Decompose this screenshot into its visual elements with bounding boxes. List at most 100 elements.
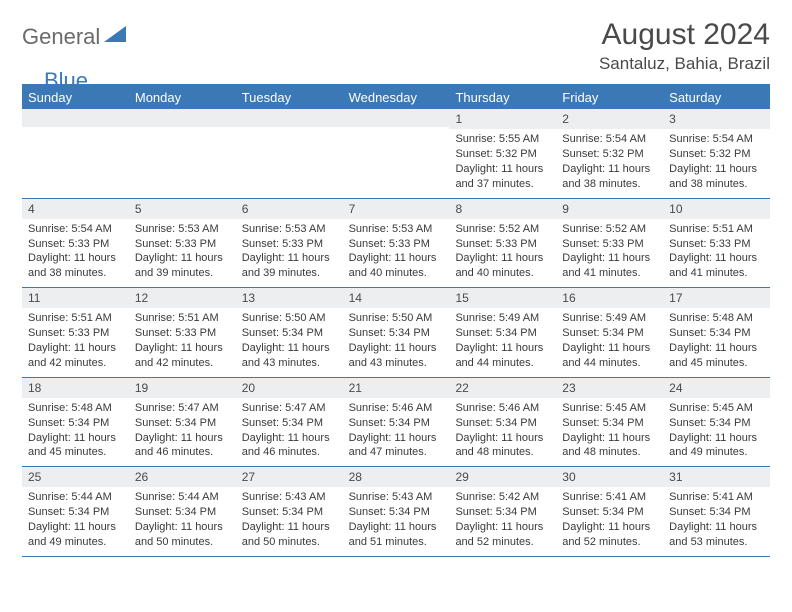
day-cell: 27Sunrise: 5:43 AMSunset: 5:34 PMDayligh…	[236, 467, 343, 556]
day-line: Sunset: 5:34 PM	[28, 505, 123, 520]
day-line: Sunrise: 5:44 AM	[135, 490, 230, 505]
day-number: 2	[556, 109, 663, 129]
day-line: Sunrise: 5:53 AM	[135, 222, 230, 237]
day-line: Daylight: 11 hours	[669, 520, 764, 535]
day-line: Daylight: 11 hours	[349, 341, 444, 356]
day-number: 12	[129, 288, 236, 308]
day-number	[22, 109, 129, 127]
day-line: Daylight: 11 hours	[349, 251, 444, 266]
day-number: 7	[343, 199, 450, 219]
day-body: Sunrise: 5:53 AMSunset: 5:33 PMDaylight:…	[343, 219, 450, 287]
day-line: Sunset: 5:34 PM	[349, 505, 444, 520]
day-line: Daylight: 11 hours	[455, 251, 550, 266]
day-line: Sunrise: 5:49 AM	[455, 311, 550, 326]
day-cell	[129, 109, 236, 198]
day-line: Sunrise: 5:51 AM	[135, 311, 230, 326]
day-line: Sunrise: 5:47 AM	[135, 401, 230, 416]
day-line: Sunrise: 5:52 AM	[455, 222, 550, 237]
dow-friday: Friday	[556, 86, 663, 109]
day-line: Sunrise: 5:53 AM	[349, 222, 444, 237]
day-cell: 18Sunrise: 5:48 AMSunset: 5:34 PMDayligh…	[22, 378, 129, 467]
dow-wednesday: Wednesday	[343, 86, 450, 109]
day-body: Sunrise: 5:47 AMSunset: 5:34 PMDaylight:…	[129, 398, 236, 466]
day-number	[236, 109, 343, 127]
day-line: Sunset: 5:34 PM	[669, 326, 764, 341]
week-row: 11Sunrise: 5:51 AMSunset: 5:33 PMDayligh…	[22, 288, 770, 378]
day-line: Sunrise: 5:43 AM	[349, 490, 444, 505]
day-cell: 11Sunrise: 5:51 AMSunset: 5:33 PMDayligh…	[22, 288, 129, 377]
logo-text-blue: Blue	[44, 68, 88, 94]
day-body: Sunrise: 5:43 AMSunset: 5:34 PMDaylight:…	[343, 487, 450, 555]
dow-tuesday: Tuesday	[236, 86, 343, 109]
day-line: Daylight: 11 hours	[242, 341, 337, 356]
week-row: 4Sunrise: 5:54 AMSunset: 5:33 PMDaylight…	[22, 199, 770, 289]
day-body	[236, 127, 343, 136]
logo-text-general: General	[22, 24, 100, 50]
day-body: Sunrise: 5:53 AMSunset: 5:33 PMDaylight:…	[236, 219, 343, 287]
day-body: Sunrise: 5:53 AMSunset: 5:33 PMDaylight:…	[129, 219, 236, 287]
day-number: 28	[343, 467, 450, 487]
day-line: Sunrise: 5:44 AM	[28, 490, 123, 505]
day-body: Sunrise: 5:54 AMSunset: 5:32 PMDaylight:…	[556, 129, 663, 197]
day-number: 10	[663, 199, 770, 219]
day-line: Daylight: 11 hours	[669, 431, 764, 446]
day-line: Daylight: 11 hours	[562, 162, 657, 177]
day-number: 23	[556, 378, 663, 398]
day-number: 19	[129, 378, 236, 398]
day-number	[343, 109, 450, 127]
day-line: Daylight: 11 hours	[135, 251, 230, 266]
day-line: and 52 minutes.	[562, 535, 657, 550]
day-cell: 24Sunrise: 5:45 AMSunset: 5:34 PMDayligh…	[663, 378, 770, 467]
day-number: 1	[449, 109, 556, 129]
day-line: Sunrise: 5:52 AM	[562, 222, 657, 237]
day-line: Daylight: 11 hours	[562, 341, 657, 356]
day-line: Daylight: 11 hours	[562, 520, 657, 535]
day-cell: 26Sunrise: 5:44 AMSunset: 5:34 PMDayligh…	[129, 467, 236, 556]
day-line: Daylight: 11 hours	[349, 431, 444, 446]
day-body: Sunrise: 5:50 AMSunset: 5:34 PMDaylight:…	[343, 308, 450, 376]
day-line: and 37 minutes.	[455, 177, 550, 192]
day-body: Sunrise: 5:51 AMSunset: 5:33 PMDaylight:…	[129, 308, 236, 376]
day-line: Sunrise: 5:55 AM	[455, 132, 550, 147]
day-body: Sunrise: 5:55 AMSunset: 5:32 PMDaylight:…	[449, 129, 556, 197]
day-line: and 50 minutes.	[242, 535, 337, 550]
day-line: Sunrise: 5:49 AM	[562, 311, 657, 326]
day-cell: 25Sunrise: 5:44 AMSunset: 5:34 PMDayligh…	[22, 467, 129, 556]
day-line: and 39 minutes.	[135, 266, 230, 281]
day-body: Sunrise: 5:51 AMSunset: 5:33 PMDaylight:…	[22, 308, 129, 376]
day-cell: 7Sunrise: 5:53 AMSunset: 5:33 PMDaylight…	[343, 199, 450, 288]
week-row: 1Sunrise: 5:55 AMSunset: 5:32 PMDaylight…	[22, 109, 770, 199]
day-line: and 47 minutes.	[349, 445, 444, 460]
day-line: Daylight: 11 hours	[455, 341, 550, 356]
day-number: 15	[449, 288, 556, 308]
day-body: Sunrise: 5:44 AMSunset: 5:34 PMDaylight:…	[22, 487, 129, 555]
day-line: Sunrise: 5:45 AM	[562, 401, 657, 416]
day-body: Sunrise: 5:41 AMSunset: 5:34 PMDaylight:…	[556, 487, 663, 555]
day-number: 26	[129, 467, 236, 487]
day-line: Sunset: 5:33 PM	[562, 237, 657, 252]
day-line: Sunset: 5:34 PM	[562, 416, 657, 431]
day-line: and 38 minutes.	[562, 177, 657, 192]
day-cell: 22Sunrise: 5:46 AMSunset: 5:34 PMDayligh…	[449, 378, 556, 467]
day-body: Sunrise: 5:49 AMSunset: 5:34 PMDaylight:…	[449, 308, 556, 376]
day-line: and 38 minutes.	[669, 177, 764, 192]
dow-thursday: Thursday	[449, 86, 556, 109]
day-line: Sunset: 5:33 PM	[135, 237, 230, 252]
day-cell: 28Sunrise: 5:43 AMSunset: 5:34 PMDayligh…	[343, 467, 450, 556]
day-line: and 38 minutes.	[28, 266, 123, 281]
day-line: Sunrise: 5:43 AM	[242, 490, 337, 505]
day-line: Daylight: 11 hours	[455, 431, 550, 446]
day-line: and 48 minutes.	[562, 445, 657, 460]
day-line: Sunrise: 5:45 AM	[669, 401, 764, 416]
month-title: August 2024	[599, 18, 770, 52]
header: General August 2024 Santaluz, Bahia, Bra…	[22, 18, 770, 74]
day-number: 31	[663, 467, 770, 487]
day-line: and 45 minutes.	[669, 356, 764, 371]
day-line: Sunrise: 5:41 AM	[562, 490, 657, 505]
day-cell: 6Sunrise: 5:53 AMSunset: 5:33 PMDaylight…	[236, 199, 343, 288]
day-number: 17	[663, 288, 770, 308]
day-cell: 3Sunrise: 5:54 AMSunset: 5:32 PMDaylight…	[663, 109, 770, 198]
day-cell: 15Sunrise: 5:49 AMSunset: 5:34 PMDayligh…	[449, 288, 556, 377]
day-line: and 49 minutes.	[669, 445, 764, 460]
day-number: 13	[236, 288, 343, 308]
